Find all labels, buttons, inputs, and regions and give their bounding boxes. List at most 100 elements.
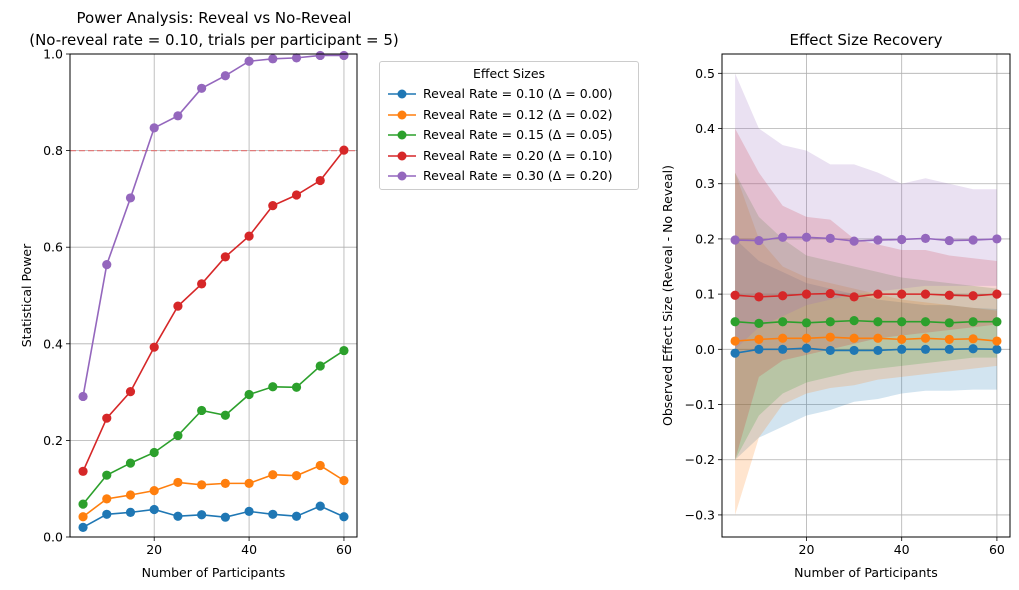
effect-title: Effect Size Recovery	[789, 31, 942, 49]
data-point	[339, 145, 349, 155]
data-point	[197, 480, 207, 490]
legend-swatch-icon	[388, 89, 416, 99]
data-point	[102, 494, 112, 504]
data-point	[149, 123, 159, 133]
data-point	[730, 348, 740, 358]
data-point	[244, 478, 254, 488]
data-point	[268, 54, 278, 64]
data-point	[339, 512, 349, 522]
data-point	[244, 389, 254, 400]
data-point	[197, 279, 207, 289]
data-point	[992, 317, 1002, 327]
power-gridlines	[70, 53, 357, 538]
data-point	[78, 512, 88, 522]
legend-item: Reveal Rate = 0.20 (Δ = 0.10)	[380, 146, 638, 167]
data-point	[873, 317, 883, 327]
data-point	[778, 333, 788, 343]
x-tick-label: 40	[894, 542, 910, 557]
data-point	[825, 345, 835, 356]
data-point	[873, 333, 883, 343]
data-point	[339, 345, 349, 356]
data-point	[125, 507, 136, 517]
data-point	[339, 475, 349, 486]
data-point	[873, 345, 883, 356]
data-point	[968, 334, 978, 344]
data-point	[149, 504, 159, 515]
data-point	[173, 511, 183, 521]
data-point	[825, 288, 835, 299]
data-point	[291, 471, 302, 481]
series-line	[82, 505, 345, 529]
series-line	[82, 54, 344, 397]
data-point	[102, 470, 112, 480]
data-point	[754, 235, 764, 246]
y-tick-label: 0.6	[43, 240, 63, 255]
legend-swatch-icon	[388, 110, 416, 120]
legend-label: Reveal Rate = 0.10 (Δ = 0.00)	[423, 86, 613, 101]
confidence-band	[735, 128, 997, 460]
power-ticks: 20 40 60 0.0 0.2 0.4 0.6 0.8 1.0	[43, 47, 352, 558]
data-point	[125, 490, 136, 500]
data-point	[944, 290, 954, 300]
y-tick-label: −0.3	[685, 507, 715, 522]
data-point	[897, 234, 907, 245]
data-point	[125, 387, 136, 397]
y-tick-label: 0.8	[43, 143, 63, 158]
data-point	[944, 344, 954, 354]
legend: Effect Sizes Reveal Rate = 0.10 (Δ = 0.0…	[379, 61, 639, 190]
power-title-line1: Power Analysis: Reveal vs No-Reveal	[77, 9, 352, 27]
y-tick-label: 0.4	[43, 336, 63, 351]
data-point	[291, 382, 302, 392]
x-tick-label: 60	[336, 542, 352, 557]
data-point	[801, 318, 812, 328]
data-point	[315, 361, 325, 371]
data-point	[125, 458, 136, 468]
series-line	[82, 149, 345, 472]
data-point	[992, 336, 1002, 346]
data-point	[897, 344, 907, 354]
data-point	[78, 499, 88, 509]
y-tick-label: 0.1	[695, 287, 715, 302]
data-point	[268, 382, 278, 392]
data-point	[778, 344, 788, 354]
data-point	[944, 235, 954, 246]
power-chart: 20 40 60 0.0 0.2 0.4 0.6 0.8 1.0 Power Analysis:…	[19, 9, 399, 580]
data-point	[754, 334, 764, 344]
data-point	[315, 175, 325, 186]
y-tick-label: −0.1	[685, 397, 715, 412]
data-point	[173, 477, 183, 488]
data-point	[873, 289, 883, 299]
data-point	[173, 301, 183, 311]
data-point	[801, 232, 812, 242]
effect-size-chart: 20 40 60 −0.3 −0.2 −0.1 0.0 0.1 0.2 0.3 0.4 0.5 Eff…	[660, 31, 1011, 580]
data-point	[78, 466, 88, 476]
data-point	[149, 342, 159, 352]
legend-label: Reveal Rate = 0.12 (Δ = 0.02)	[423, 106, 613, 122]
data-point	[197, 510, 207, 520]
power-title-line2: (No-reveal rate = 0.10, trials per parti…	[29, 31, 399, 49]
data-point	[849, 316, 859, 326]
legend-swatch-icon	[388, 130, 416, 140]
data-point	[873, 235, 883, 245]
data-point	[968, 344, 978, 354]
data-point	[268, 509, 278, 519]
data-point	[173, 111, 183, 121]
effect-confidence-bands	[735, 73, 997, 515]
data-point	[339, 50, 349, 61]
data-point	[849, 345, 859, 356]
power-x-axis-label: Number of Participants	[142, 565, 286, 580]
legend-label: Reveal Rate = 0.20 (Δ = 0.10)	[423, 147, 613, 163]
data-point	[778, 317, 788, 327]
y-tick-label: 0.4	[695, 121, 715, 136]
data-point	[220, 410, 230, 420]
y-tick-label: 0.5	[695, 66, 715, 81]
data-point	[730, 336, 740, 346]
effect-series-group	[730, 232, 1002, 358]
data-point	[244, 231, 254, 241]
data-point	[244, 56, 254, 66]
power-y-axis-label: Statistical Power	[19, 243, 34, 347]
data-point	[968, 291, 978, 301]
data-point	[825, 233, 835, 243]
data-point	[897, 289, 907, 299]
y-tick-label: 0.2	[695, 231, 715, 246]
